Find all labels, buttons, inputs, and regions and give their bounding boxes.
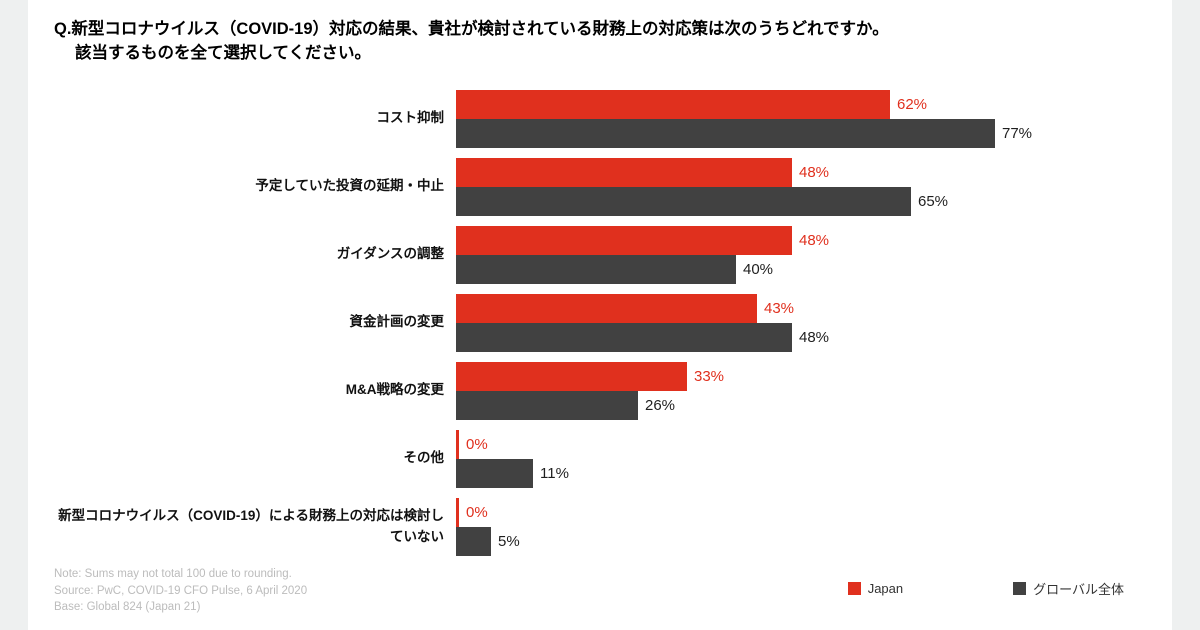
bar-value-label: 77% xyxy=(1002,124,1033,142)
category-label: 新型コロナウイルス（COVID-19）による財務上の対応は検討していない xyxy=(58,507,444,544)
legend-swatch-icon xyxy=(1013,582,1027,595)
bar-japan xyxy=(456,429,459,459)
bar-line: 5% xyxy=(456,526,1156,556)
bar-line: 48% xyxy=(456,225,1156,255)
bar-value-label: 65% xyxy=(918,192,949,210)
footnote-base: Base: Global 824 (Japan 21) xyxy=(54,601,201,614)
category-label: コスト抑制 xyxy=(376,110,445,126)
legend-item-japan: Japan xyxy=(847,581,904,596)
bar-global xyxy=(456,458,533,488)
bar-value-label: 43% xyxy=(764,299,795,317)
bar-value-label: 5% xyxy=(498,532,520,550)
chart-row: 予定していた投資の延期・中止 48% 65% xyxy=(54,157,1156,216)
chart-row: その他 0% 11% xyxy=(54,429,1156,488)
bar-japan xyxy=(456,293,757,323)
bar-line: 40% xyxy=(456,254,1156,284)
bar-line: 43% xyxy=(456,293,1156,323)
category-label: その他 xyxy=(403,450,445,466)
footnote-source: Source: PwC, COVID-19 CFO Pulse, 6 April… xyxy=(54,584,308,597)
legend-label: グローバル全体 xyxy=(1033,582,1124,597)
bar-value-label: 48% xyxy=(799,231,830,249)
chart-row: ガイダンスの調整 48% 40% xyxy=(54,225,1156,284)
question-title: Q.新型コロナウイルス（COVID-19）対応の結果、貴社が検討されている財務上… xyxy=(54,18,1156,66)
bar-value-label: 48% xyxy=(799,163,830,181)
bar-group: 0% 11% xyxy=(456,429,1156,488)
bar-value-label: 11% xyxy=(540,464,569,482)
bar-japan xyxy=(456,497,459,527)
bar-line: 77% xyxy=(456,118,1156,148)
chart-row: コスト抑制 62% 77% xyxy=(54,89,1156,148)
bar-group: 43% 48% xyxy=(456,293,1156,352)
bar-global xyxy=(456,186,911,216)
bar-line: 65% xyxy=(456,186,1156,216)
bar-line: 33% xyxy=(456,361,1156,391)
chart-rows: コスト抑制 62% 77% 予定していた投資の延期・中止 48% 65% ガイダンスの調整 4… xyxy=(54,89,1156,556)
bar-japan xyxy=(456,89,890,119)
bar-line: 48% xyxy=(456,157,1156,187)
legend-swatch-icon xyxy=(847,582,861,595)
bar-group: 62% 77% xyxy=(456,89,1156,148)
footnotes: Note: Sums may not total 100 due to roun… xyxy=(54,566,307,616)
bar-line: 11% xyxy=(456,458,1156,488)
bar-group: 0% 5% xyxy=(456,497,1156,556)
bar-value-label: 0% xyxy=(466,435,488,453)
question-title-line1: Q.新型コロナウイルス（COVID-19）対応の結果、貴社が検討されている財務上… xyxy=(54,20,889,38)
legend-label: Japan xyxy=(867,581,904,596)
bar-value-label: 26% xyxy=(645,396,676,414)
bar-value-label: 40% xyxy=(743,260,774,278)
bar-line: 26% xyxy=(456,390,1156,420)
category-label: M&A戦略の変更 xyxy=(345,382,444,398)
bar-line: 0% xyxy=(456,497,1156,527)
bar-value-label: 62% xyxy=(897,95,928,113)
bar-value-label: 0% xyxy=(466,503,488,521)
chart-footer: Note: Sums may not total 100 due to roun… xyxy=(54,566,1142,616)
bar-line: 0% xyxy=(456,429,1156,459)
category-label: ガイダンスの調整 xyxy=(336,246,444,262)
bar-value-label: 33% xyxy=(694,367,725,385)
bar-global xyxy=(456,118,995,148)
bar-japan xyxy=(456,157,792,187)
bar-line: 48% xyxy=(456,322,1156,352)
bar-group: 48% 65% xyxy=(456,157,1156,216)
bar-japan xyxy=(456,361,687,391)
bar-global xyxy=(456,390,638,420)
bar-global xyxy=(456,526,491,556)
survey-chart-card: Q.新型コロナウイルス（COVID-19）対応の結果、貴社が検討されている財務上… xyxy=(28,0,1172,630)
bar-group: 48% 40% xyxy=(456,225,1156,284)
bar-group: 33% 26% xyxy=(456,361,1156,420)
bar-global xyxy=(456,254,736,284)
category-label: 予定していた投資の延期・中止 xyxy=(255,178,444,194)
question-title-line2: 該当するものを全て選択してください。 xyxy=(75,43,372,62)
legend-item-global: グローバル全体 xyxy=(1013,579,1124,598)
chart-row: M&A戦略の変更 33% 26% xyxy=(54,361,1156,420)
footnote-rounding: Note: Sums may not total 100 due to roun… xyxy=(54,567,292,580)
bar-line: 62% xyxy=(456,89,1156,119)
bar-chart: コスト抑制 62% 77% 予定していた投資の延期・中止 48% 65% ガイダンスの調整 4… xyxy=(54,89,1156,556)
bar-global xyxy=(456,322,792,352)
chart-legend: Japan グローバル全体 xyxy=(847,579,1142,616)
chart-row: 資金計画の変更 43% 48% xyxy=(54,293,1156,352)
category-label: 資金計画の変更 xyxy=(349,314,445,330)
bar-value-label: 48% xyxy=(799,328,830,346)
bar-japan xyxy=(456,225,792,255)
chart-row: 新型コロナウイルス（COVID-19）による財務上の対応は検討していない 0% 5% xyxy=(54,497,1156,556)
